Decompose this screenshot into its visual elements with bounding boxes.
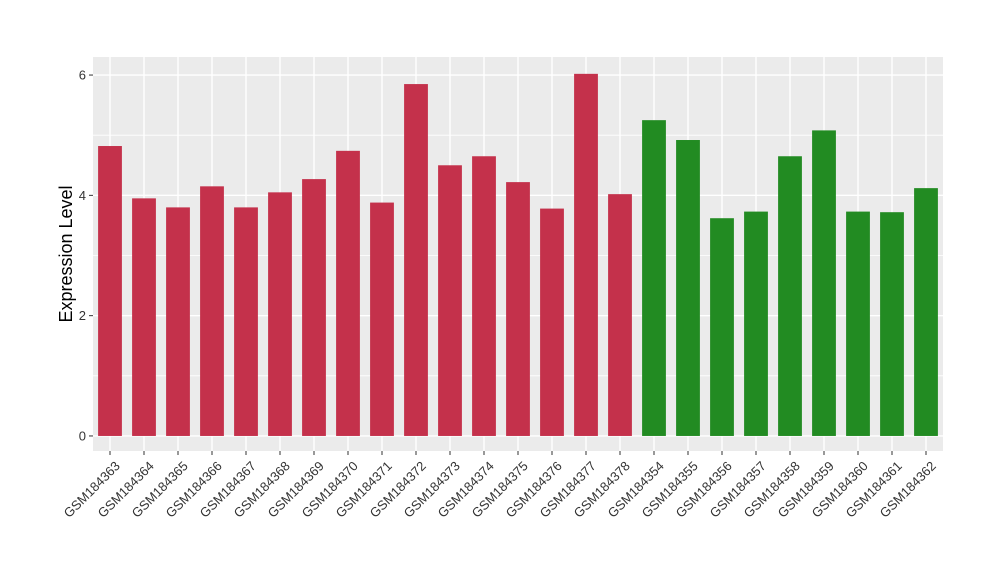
bar-GSM184355 bbox=[676, 140, 700, 436]
bar-GSM184378 bbox=[608, 194, 632, 436]
bar-GSM184367 bbox=[234, 207, 258, 436]
bar-GSM184375 bbox=[506, 182, 530, 436]
bar-GSM184374 bbox=[472, 156, 496, 436]
bar-GSM184377 bbox=[574, 73, 598, 436]
bar-GSM184358 bbox=[778, 156, 802, 436]
bar-GSM184361 bbox=[880, 212, 904, 436]
bar-GSM184356 bbox=[710, 218, 734, 436]
bar-GSM184363 bbox=[98, 146, 122, 436]
bar-GSM184372 bbox=[404, 84, 428, 436]
bar-GSM184370 bbox=[336, 150, 360, 436]
bar-GSM184371 bbox=[370, 202, 394, 436]
y-axis-title: Expression Level bbox=[56, 185, 76, 322]
bar-GSM184365 bbox=[166, 207, 190, 436]
bar-GSM184376 bbox=[540, 208, 564, 436]
bars bbox=[98, 73, 938, 436]
bar-GSM184354 bbox=[642, 120, 666, 436]
bar-GSM184366 bbox=[200, 186, 224, 436]
bar-GSM184369 bbox=[302, 179, 326, 436]
bar-GSM184362 bbox=[914, 188, 938, 436]
bar-GSM184373 bbox=[438, 165, 462, 436]
y-tick-label: 6 bbox=[79, 68, 86, 83]
y-tick-label: 2 bbox=[79, 308, 86, 323]
bar-GSM184368 bbox=[268, 192, 292, 436]
bar-GSM184359 bbox=[812, 130, 836, 436]
bar-GSM184357 bbox=[744, 211, 768, 436]
bar-GSM184364 bbox=[132, 198, 156, 436]
y-tick-label: 4 bbox=[79, 188, 86, 203]
y-tick-label: 0 bbox=[79, 428, 86, 443]
bar-GSM184360 bbox=[846, 211, 870, 436]
